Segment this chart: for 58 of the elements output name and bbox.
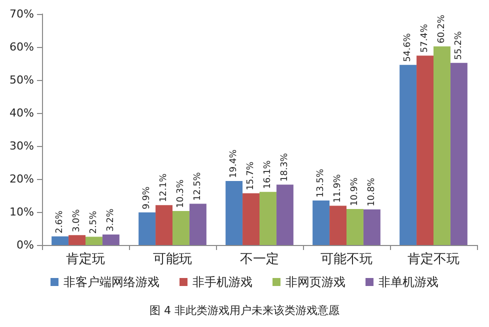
bar <box>52 236 69 245</box>
bar <box>138 212 156 245</box>
x-tick-label: 可能不玩 <box>320 252 372 267</box>
bar <box>68 235 86 245</box>
bar <box>226 180 243 245</box>
legend-label: 非单机游戏 <box>378 275 438 289</box>
legend-label: 非客户端网络游戏 <box>64 275 160 289</box>
y-tick-label: 40% <box>10 106 34 120</box>
data-label: 2.5% <box>88 210 99 234</box>
data-label: 10.3% <box>176 178 186 208</box>
bar <box>450 62 468 245</box>
bar <box>189 204 206 245</box>
y-tick-label: 30% <box>10 140 34 152</box>
data-label: 10.9% <box>350 176 360 206</box>
data-label: 3.0% <box>72 208 82 232</box>
bar <box>363 209 380 245</box>
bar <box>260 192 276 245</box>
data-label: 15.7% <box>246 161 256 190</box>
data-label: 55.2% <box>454 30 464 60</box>
legend-label: 非网页游戏 <box>286 275 346 289</box>
y-tick-label: 60% <box>10 40 34 54</box>
data-label: 57.4% <box>420 24 430 53</box>
data-label: 18.3% <box>280 152 290 182</box>
bar <box>416 56 434 245</box>
x-tick-label: 可能玩 <box>153 252 192 267</box>
legend-label: 非手机游戏 <box>192 275 252 289</box>
caption: 图 4 非此类游戏用户未来该类游戏意愿 <box>150 304 340 317</box>
y-tick-label: 10% <box>10 206 34 218</box>
bar <box>400 64 417 245</box>
bar <box>172 211 190 245</box>
bar <box>330 206 346 245</box>
bar <box>276 184 294 245</box>
y-tick-label: 70% <box>10 8 34 20</box>
y-tick-label: 20% <box>10 172 34 186</box>
y-tick-label: 0% <box>16 238 34 252</box>
data-label: 13.5% <box>316 168 326 198</box>
bar <box>434 46 450 245</box>
data-label: 3.2% <box>106 208 116 232</box>
data-label: 19.4% <box>229 148 240 178</box>
bar <box>312 200 330 245</box>
data-label: 60.2% <box>436 14 447 44</box>
x-tick-label: 肯定玩 <box>66 252 105 267</box>
data-label: 10.8% <box>366 177 377 206</box>
data-label: 54.6% <box>403 32 414 62</box>
bar <box>156 205 172 245</box>
bar <box>242 193 260 245</box>
data-label: 12.5% <box>192 172 203 201</box>
x-tick-label: 肯定不玩 <box>408 252 460 267</box>
bar <box>346 209 364 245</box>
y-tick-label: 50% <box>10 74 34 86</box>
data-label: 16.1% <box>262 160 273 189</box>
data-label: 11.9% <box>333 174 344 203</box>
x-tick-label: 不一定 <box>240 252 279 267</box>
data-label: 2.6% <box>55 210 66 234</box>
data-label: 9.9% <box>142 186 152 210</box>
bar <box>102 234 120 245</box>
data-label: 12.1% <box>159 173 170 202</box>
bar <box>86 236 102 245</box>
